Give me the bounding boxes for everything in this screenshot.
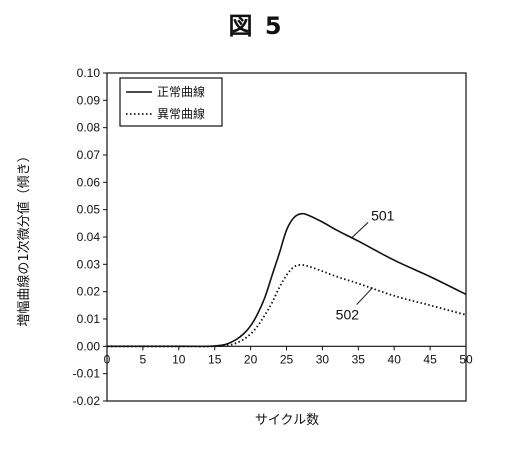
x-tick-label: 20 — [244, 352, 258, 366]
callout-leader-502 — [357, 288, 373, 305]
x-tick-label: 15 — [208, 352, 222, 366]
series-layer — [107, 214, 466, 347]
x-tick-label: 0 — [104, 352, 111, 366]
y-tick-label: 0.09 — [77, 93, 101, 107]
y-tick-label: 0.04 — [77, 230, 101, 244]
callout-leader-501 — [351, 222, 368, 238]
x-tick-label: 10 — [172, 352, 186, 366]
y-tick-label: 0.00 — [77, 339, 101, 353]
x-tick-label: 25 — [280, 352, 294, 366]
y-tick-label: -0.02 — [73, 394, 101, 408]
legend-label-abnormal: 異常曲線 — [157, 106, 205, 121]
y-tick-label: 0.02 — [77, 285, 101, 299]
x-tick-label: 45 — [423, 352, 437, 366]
x-tick-label: 35 — [352, 352, 366, 366]
y-tick-label: 0.07 — [77, 148, 101, 162]
y-tick-label: 0.06 — [77, 175, 101, 189]
x-tick-label: 30 — [316, 352, 330, 366]
legend: 正常曲線 異常曲線 — [120, 78, 222, 126]
x-tick-label: 40 — [388, 352, 402, 366]
x-tick-label: 50 — [459, 352, 473, 366]
x-tick-label: 5 — [140, 352, 147, 366]
callout-label-501: 501 — [371, 207, 395, 223]
series-line-normal — [107, 214, 466, 347]
y-tick-label: 0.10 — [77, 66, 101, 80]
y-tick-label: 0.08 — [77, 121, 101, 135]
x-axis-title: サイクル数 — [255, 413, 319, 428]
y-axis-title: 増幅曲線の1次微分値（傾き） — [16, 149, 32, 326]
y-tick-label: 0.01 — [77, 312, 101, 326]
callout-label-502: 502 — [336, 307, 360, 323]
y-tick-label: 0.05 — [77, 203, 101, 217]
y-tick-label: -0.01 — [73, 367, 101, 381]
y-tick-label: 0.03 — [77, 257, 101, 271]
series-line-abnormal — [107, 265, 466, 347]
legend-label-normal: 正常曲線 — [157, 84, 205, 99]
callout-layer: 501 502 — [336, 207, 395, 322]
